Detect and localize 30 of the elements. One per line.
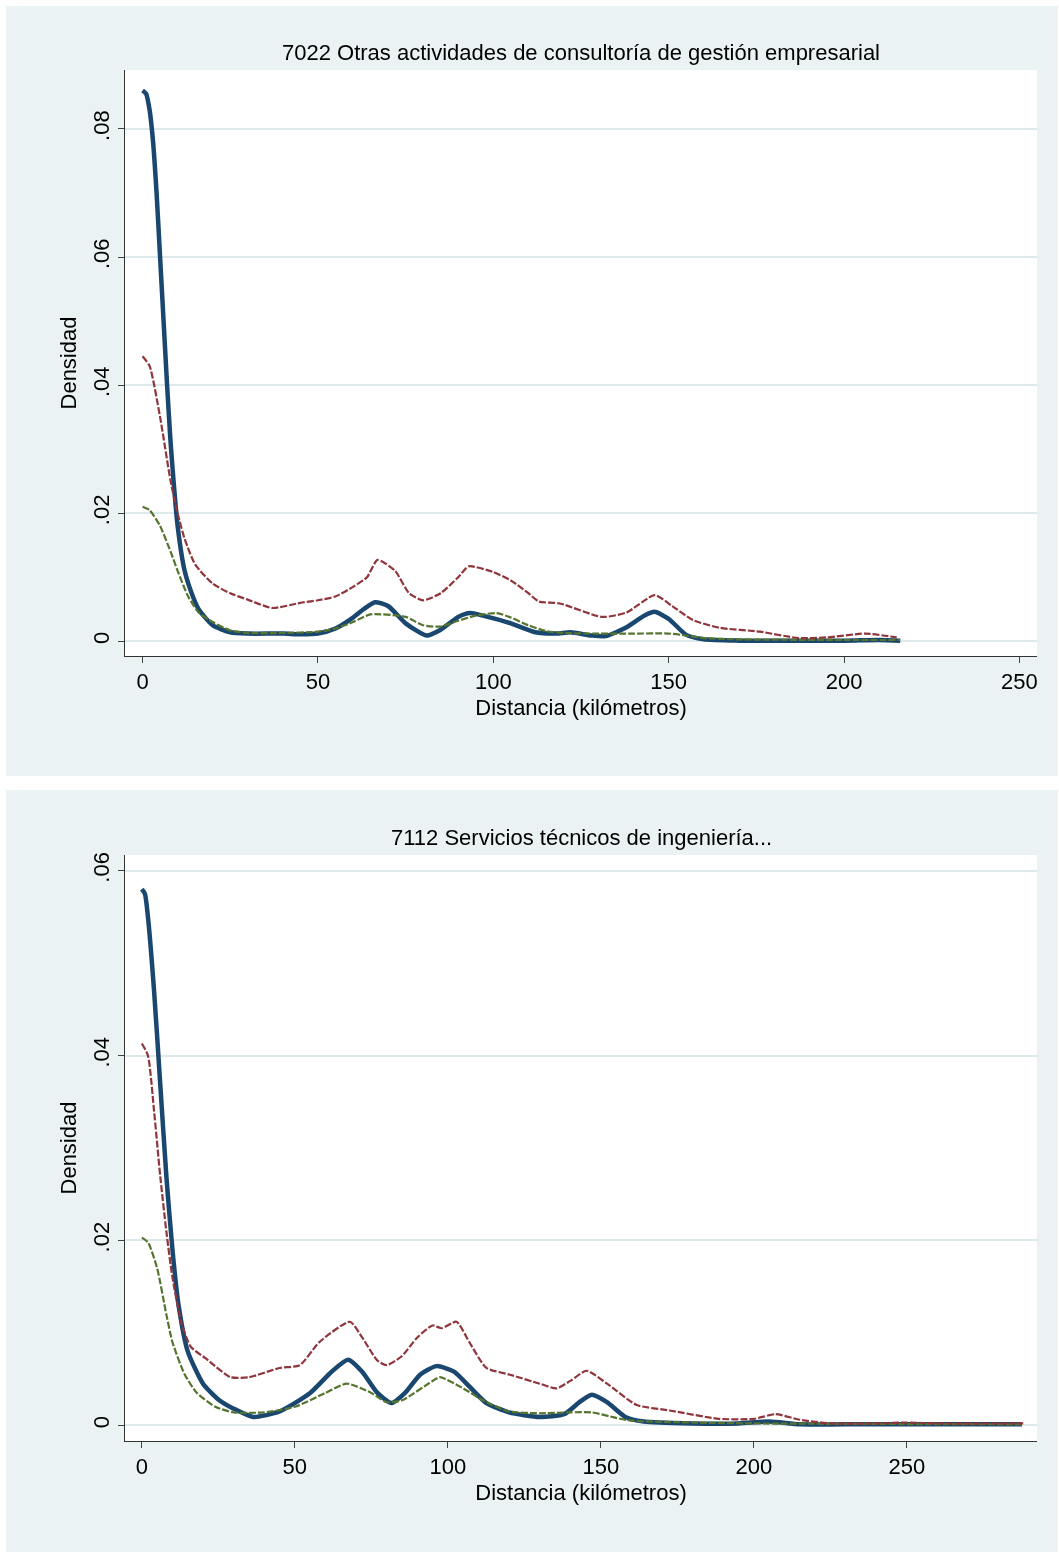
line-series [141, 505, 902, 642]
x-tick-label: 0 [135, 1454, 148, 1480]
x-tick-label: 50 [282, 1454, 308, 1480]
chart-title: 7112 Servicios técnicos de ingeniería... [391, 825, 773, 850]
x-tick-label: 0 [136, 669, 149, 695]
y-axis-title: Densidad [56, 316, 81, 410]
x-tick-label: 150 [582, 1454, 620, 1480]
x-tick-label: 250 [1001, 669, 1038, 695]
line-series [140, 1042, 1025, 1425]
x-tick-label: 250 [888, 1454, 926, 1480]
x-axis-title: Distancia (kilómetros) [475, 1480, 687, 1506]
y-tick-label: .04 [89, 1036, 115, 1068]
y-tick-label: .04 [89, 366, 115, 398]
chart-title: 7022 Otras actividades de consultoría de gestión empresarial [282, 40, 881, 65]
line-series [141, 355, 898, 640]
x-axis-title: Distancia (kilómetros) [475, 695, 687, 721]
y-tick-label: 0 [89, 631, 115, 645]
y-tick-label: .06 [89, 852, 115, 883]
y-tick-label: .06 [89, 238, 115, 270]
y-tick-label: .08 [89, 110, 115, 141]
x-tick-label: 200 [825, 669, 863, 695]
y-axis-title: Densidad [56, 1101, 81, 1195]
x-tick-label: 50 [305, 669, 331, 695]
y-tick-label: 0 [89, 1415, 115, 1429]
x-tick-label: 150 [650, 669, 688, 695]
y-tick-label: .02 [89, 1221, 115, 1253]
x-tick-label: 100 [429, 1454, 467, 1480]
x-tick-label: 100 [474, 669, 512, 695]
y-tick-label: .02 [89, 494, 115, 526]
x-tick-label: 200 [735, 1454, 773, 1480]
